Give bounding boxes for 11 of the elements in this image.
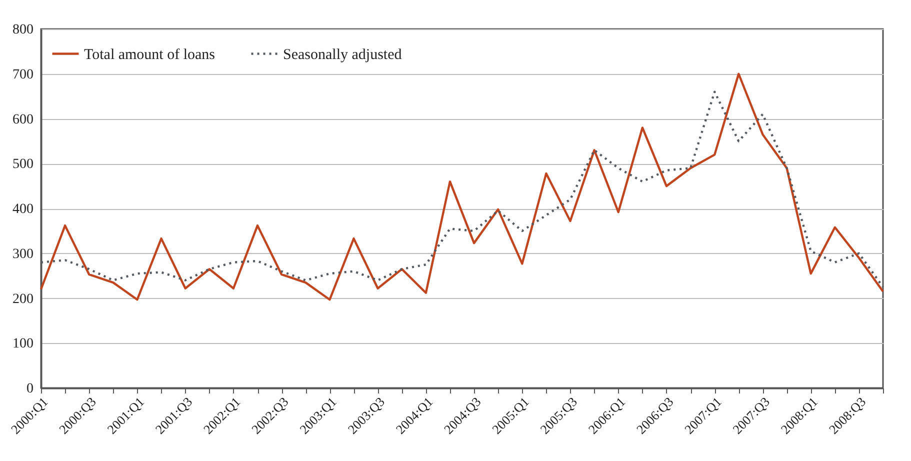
y-tick-label: 500	[12, 157, 34, 172]
y-tick-label: 0	[26, 382, 34, 396]
y-tick-label: 400	[12, 202, 34, 217]
legend-label: Seasonally adjusted	[283, 46, 402, 63]
y-tick-label: 100	[12, 336, 34, 352]
y-tick-label: 300	[12, 246, 34, 262]
legend-label: Total amount of loans	[84, 46, 216, 63]
y-tick-label: 600	[12, 112, 34, 128]
y-tick-label: 800	[12, 22, 34, 38]
y-tick-label: 700	[12, 67, 34, 82]
y-tick-label: 200	[12, 292, 34, 307]
